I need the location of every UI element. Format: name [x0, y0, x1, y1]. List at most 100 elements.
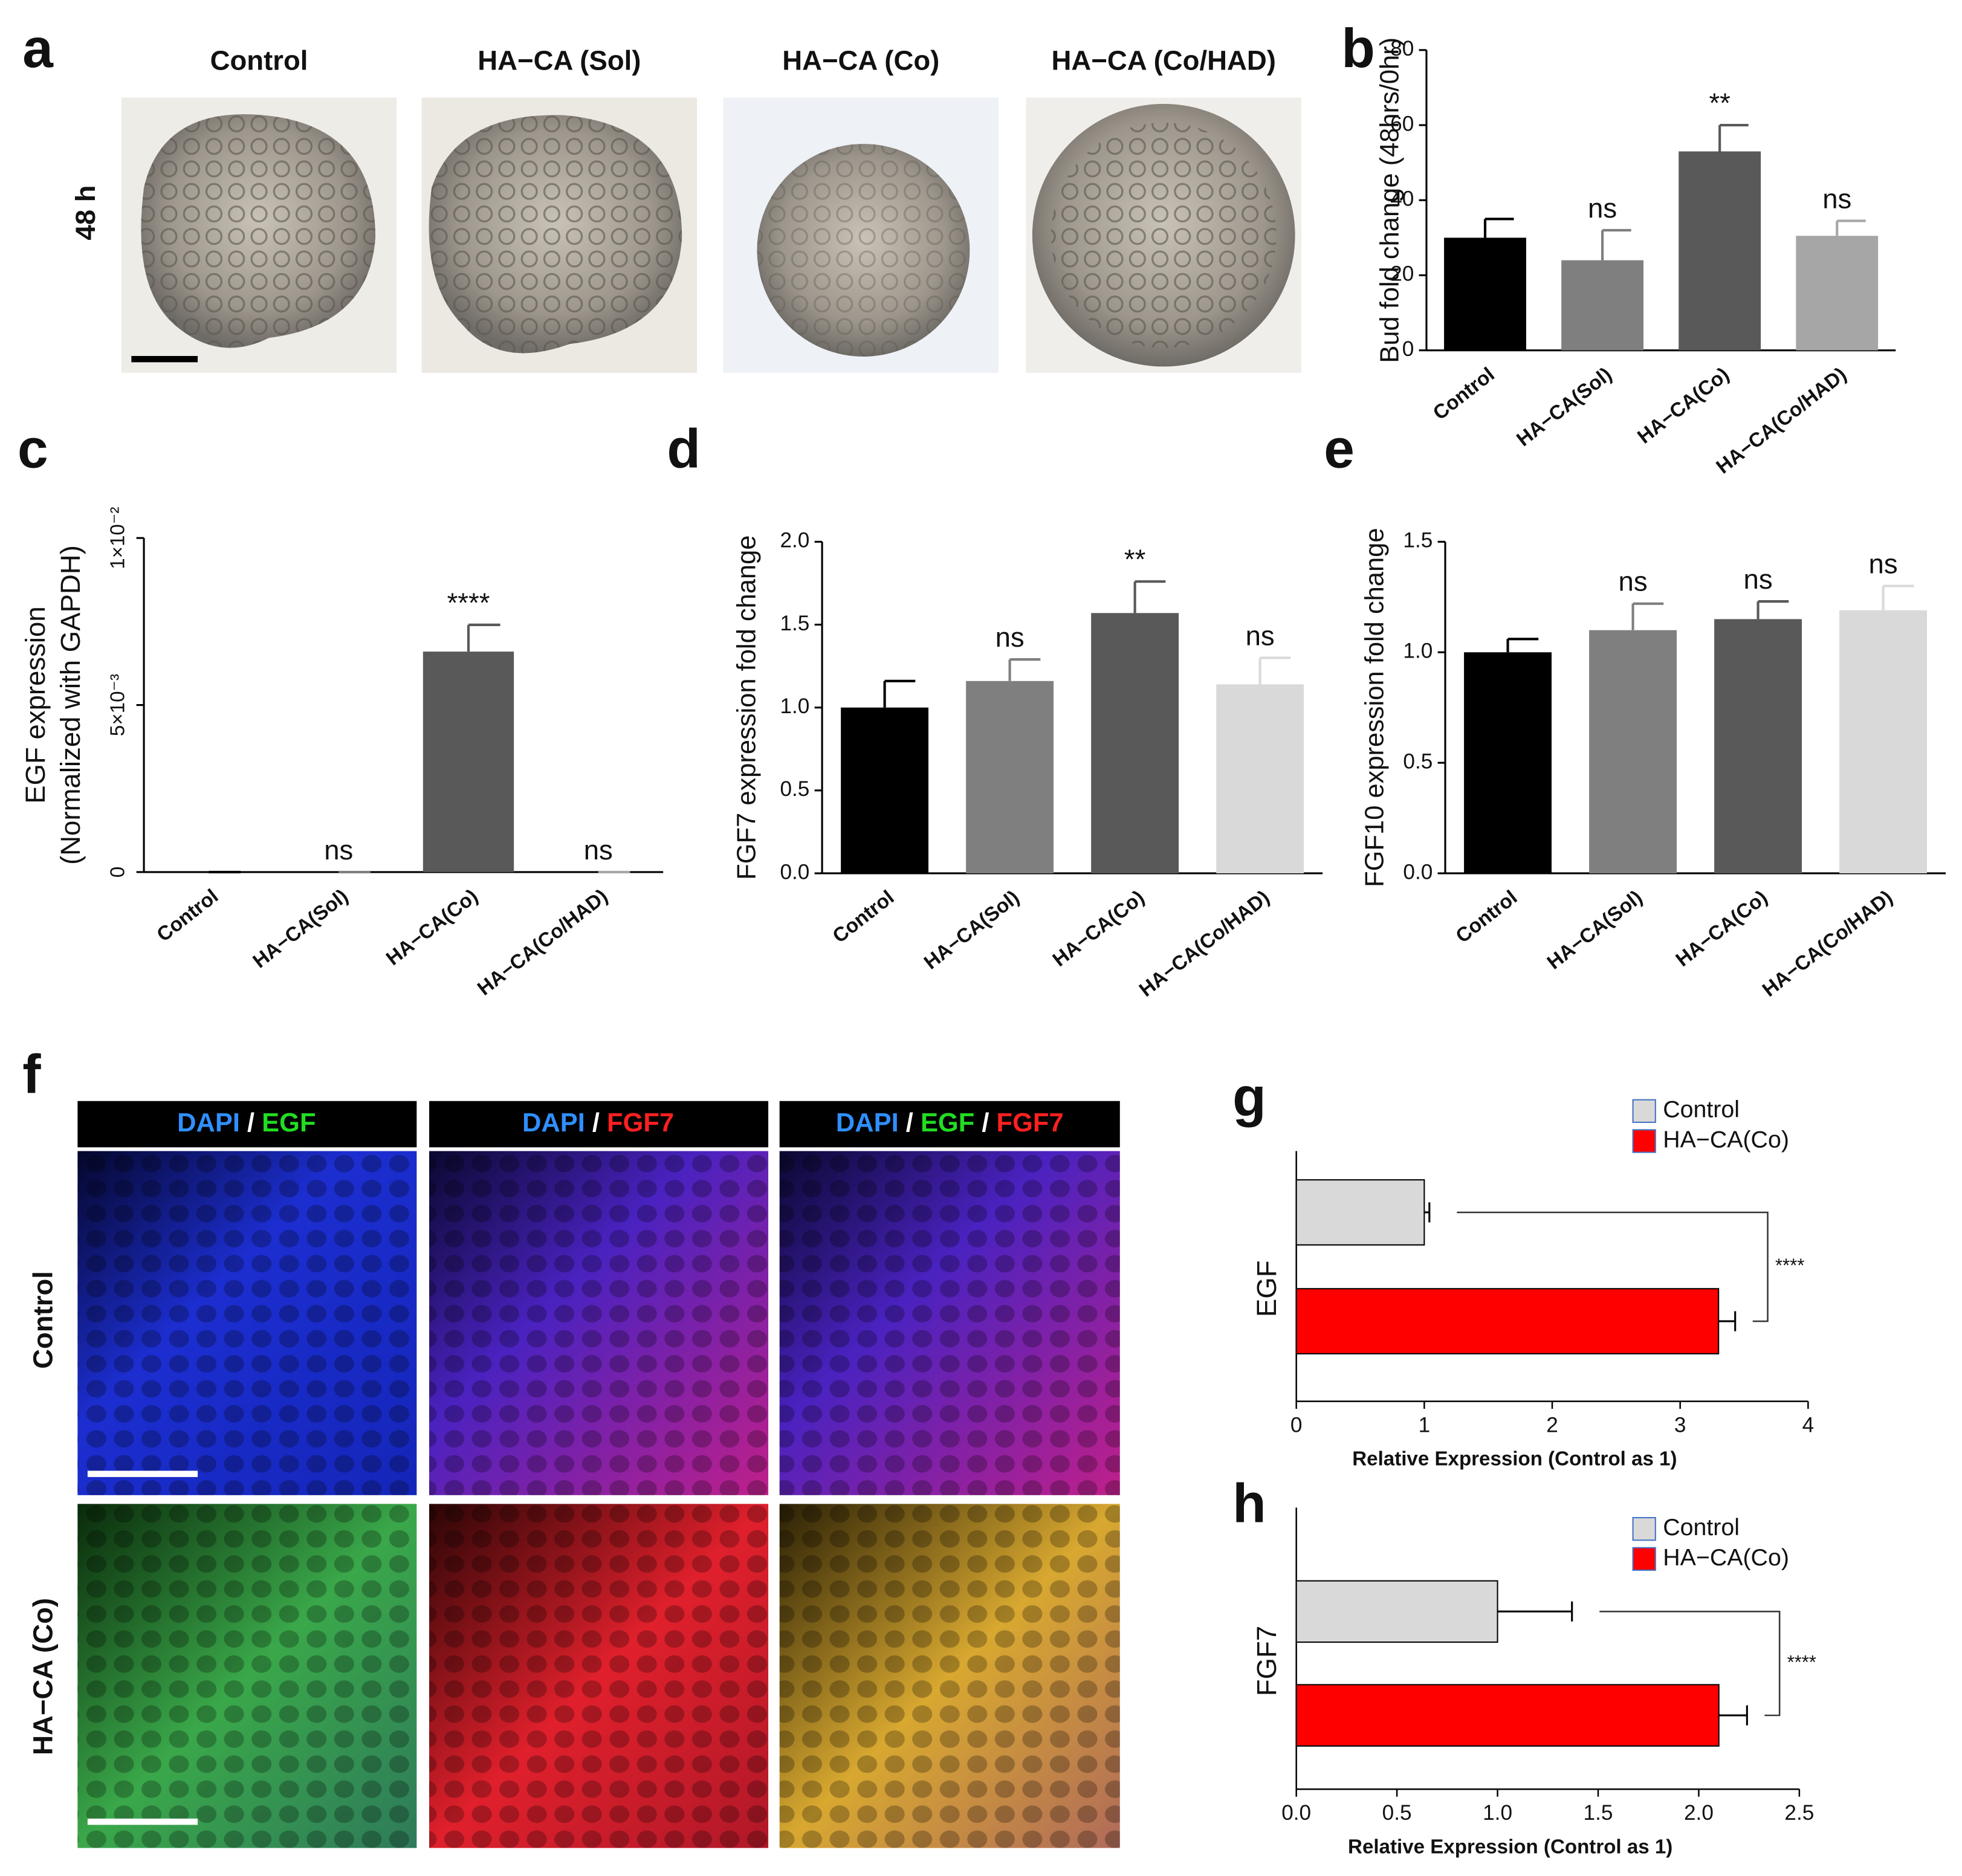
x-tick-label: Control	[1452, 886, 1522, 948]
significance-label: ns	[584, 835, 613, 865]
x-tick-label: HA−CA(Sol)	[1543, 886, 1646, 974]
image-texture	[77, 1504, 417, 1848]
error-bar	[1133, 580, 1166, 613]
header-box	[77, 1101, 417, 1148]
header-box	[429, 1101, 769, 1148]
header-part: DAPI	[522, 1109, 585, 1138]
y-tick-label: 20	[1390, 262, 1414, 286]
legend-label: Control	[1663, 1096, 1740, 1123]
x-tick-label: 0	[1290, 1413, 1303, 1437]
significance-label: **	[1709, 88, 1730, 118]
significance-label: ****	[447, 587, 490, 618]
bar	[1091, 613, 1179, 873]
header-part: FGF7	[997, 1109, 1064, 1138]
y-axis-label: FGF10 expression fold change	[1361, 528, 1390, 887]
image-texture	[779, 1151, 1120, 1495]
x-tick-label: HA−CA(Co)	[1049, 886, 1149, 971]
y-tick-label: 0.0	[780, 860, 809, 884]
panel-letter: h	[1232, 1473, 1266, 1535]
header-box	[779, 1101, 1120, 1148]
bar	[1295, 1684, 1720, 1747]
column-title: Control	[210, 45, 308, 76]
x-tick-label: Control	[153, 885, 223, 946]
header-part: /	[585, 1109, 607, 1138]
error-bar	[1718, 1705, 1748, 1726]
x-tick-label: HA−CA(Co/HAD)	[1758, 886, 1897, 1001]
y-tick-label: 1.0	[1403, 639, 1433, 663]
significance-label: ns	[996, 622, 1025, 653]
panel-letter: g	[1232, 1067, 1266, 1128]
significance-label: ****	[1787, 1651, 1816, 1672]
x-tick-label: 3	[1674, 1413, 1686, 1437]
error-bar	[467, 623, 500, 652]
significance-label: ns	[1619, 566, 1648, 597]
significance-label: ns	[324, 835, 353, 865]
y-axis-label: FGF7	[1251, 1626, 1282, 1696]
y-tick-label: 5×10⁻³	[106, 674, 129, 736]
significance-label: ns	[1822, 183, 1851, 214]
significance-label: ns	[1588, 193, 1617, 224]
header-part: /	[899, 1109, 921, 1138]
significance-label: ****	[1775, 1255, 1804, 1276]
image-header: DAPI / EGF	[177, 1109, 316, 1138]
significance-label: ns	[1246, 620, 1275, 651]
y-axis-label: FGF7 expression fold change	[732, 535, 761, 880]
image-texture	[779, 1504, 1120, 1848]
error-bar	[1424, 1202, 1431, 1223]
bar	[1295, 1179, 1425, 1246]
x-tick-label: 1	[1419, 1413, 1431, 1437]
column-title: HA−CA (Co)	[782, 45, 939, 76]
bar	[1464, 652, 1552, 873]
bar	[1796, 236, 1879, 351]
panel-letter: d	[667, 418, 701, 479]
legend-label: HA−CA(Co)	[1663, 1126, 1789, 1153]
y-tick-label: 60	[1390, 112, 1414, 135]
x-axis-label: Relative Expression (Control as 1)	[1348, 1836, 1672, 1858]
y-tick-label: 1.5	[780, 612, 809, 635]
legend-swatch	[1632, 1517, 1656, 1541]
x-tick-label: HA−CA(Sol)	[920, 886, 1023, 974]
y-tick-label: 0.0	[1403, 860, 1433, 884]
error-bar	[1718, 1311, 1737, 1331]
y-axis-label: (Normalized with GAPDH)	[55, 545, 86, 865]
row-label: HA−CA (Co)	[28, 1598, 59, 1755]
x-tick-label: Control	[829, 886, 899, 948]
error-bar	[1497, 1601, 1573, 1622]
column-title: HA−CA (Co/HAD)	[1052, 45, 1276, 76]
column-title: HA−CA (Sol)	[478, 45, 641, 76]
x-tick-label: HA−CA(Sol)	[249, 885, 352, 972]
panel-f-images	[77, 1101, 1120, 1848]
bar	[1839, 610, 1928, 873]
bar	[1295, 1288, 1720, 1354]
image-texture	[77, 1151, 417, 1495]
y-tick-label: 1.0	[780, 694, 809, 718]
bar	[1589, 630, 1677, 873]
error-bar	[1483, 218, 1514, 238]
y-tick-label: 1.5	[1403, 529, 1433, 552]
bar	[1295, 1580, 1498, 1643]
bar	[1714, 619, 1802, 873]
error-bar	[1756, 600, 1789, 619]
legend-swatch	[1632, 1129, 1656, 1153]
x-tick-label: HA−CA(Co/HAD)	[1135, 886, 1274, 1001]
y-tick-label: 0.5	[780, 777, 809, 801]
panel-a-images	[121, 97, 1301, 373]
x-tick-label: 2	[1546, 1413, 1558, 1437]
y-tick-label: 80	[1390, 37, 1414, 60]
row-label: 48 h	[70, 185, 101, 240]
x-tick-label: HA−CA(Co)	[1672, 886, 1772, 971]
row-label: Control	[28, 1271, 59, 1369]
header-part: EGF	[921, 1109, 974, 1138]
x-axis-label: Relative Expression (Control as 1)	[1352, 1448, 1677, 1470]
x-tick-label: HA−CA(Co)	[1633, 363, 1734, 448]
x-tick-label: 1.0	[1483, 1801, 1512, 1825]
x-tick-label: HA−CA(Co/HAD)	[473, 885, 612, 1000]
header-part: /	[974, 1109, 996, 1138]
legend-swatch	[1632, 1547, 1656, 1571]
legend-swatch	[1632, 1099, 1656, 1123]
y-tick-label: 2.0	[780, 529, 809, 552]
bar	[1216, 684, 1304, 873]
image-header: DAPI / EGF / FGF7	[836, 1109, 1064, 1138]
tissue-texture	[1051, 122, 1277, 348]
header-part: DAPI	[836, 1109, 899, 1138]
